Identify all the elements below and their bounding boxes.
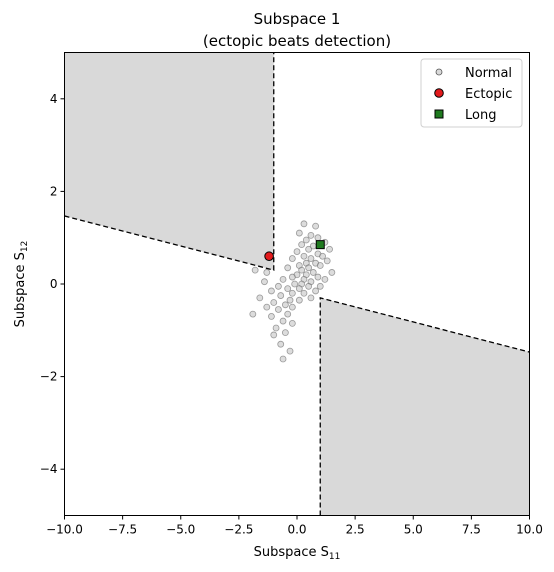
- legend-marker-normal: [435, 68, 443, 76]
- normal-point: [288, 255, 296, 262]
- legend: Normal Ectopic Long: [420, 58, 523, 128]
- normal-point: [281, 329, 289, 337]
- legend-label-normal: Normal: [465, 66, 512, 81]
- x-tick-label: −5.0: [166, 523, 195, 537]
- chart-subtitle: (ectopic beats detection): [203, 32, 391, 50]
- boundary-line-2: [319, 297, 530, 516]
- normal-point: [268, 287, 275, 295]
- x-tick-label: 7.5: [462, 523, 481, 537]
- normal-point: [309, 269, 317, 276]
- normal-point: [312, 222, 320, 230]
- normal-point: [284, 310, 292, 318]
- normal-point: [288, 319, 296, 327]
- x-axis-label: Subspace S11: [254, 545, 341, 562]
- normal-point: [279, 275, 287, 283]
- y-tick-label: 4: [50, 92, 58, 106]
- normal-point: [305, 282, 313, 290]
- normal-point: [270, 331, 278, 339]
- normal-point: [295, 285, 303, 293]
- boundary-line-1: [64, 52, 275, 271]
- normal-point: [312, 287, 320, 295]
- normal-point: [326, 245, 333, 253]
- ectopic-point: [264, 251, 274, 262]
- normal-point: [319, 252, 326, 260]
- shaded-region-1: [64, 52, 274, 271]
- y-tick-label: 0: [50, 277, 58, 291]
- normal-point: [323, 257, 331, 265]
- legend-marker-long: [434, 109, 444, 119]
- normal-point: [284, 285, 292, 293]
- normal-point: [272, 324, 280, 332]
- normal-point: [293, 248, 301, 255]
- normal-point: [256, 294, 264, 302]
- normal-point: [316, 282, 324, 290]
- y-axis-label: Subspace S12: [13, 241, 30, 328]
- normal-point: [286, 347, 294, 355]
- normal-point: [307, 294, 315, 302]
- normal-point: [305, 264, 313, 272]
- normal-point: [307, 231, 315, 239]
- normal-point: [328, 269, 336, 276]
- normal-point: [305, 245, 313, 253]
- normal-point: [288, 303, 296, 311]
- normal-point: [279, 317, 287, 325]
- normal-point: [295, 296, 303, 304]
- normal-point: [298, 266, 306, 274]
- normal-point: [300, 289, 308, 297]
- shaded-regions: [64, 52, 530, 516]
- normal-point: [251, 266, 259, 274]
- y-tick-label: −4: [40, 462, 58, 476]
- x-tick-label: −7.5: [108, 523, 137, 537]
- y-tick-label: 2: [50, 184, 58, 198]
- x-tick-label: 10.0: [516, 523, 543, 537]
- y-ticks: 4 2 0 −2 −4: [40, 92, 65, 476]
- normal-point: [314, 234, 322, 242]
- x-tick-label: 5.0: [404, 523, 423, 537]
- x-tick-label: 2.5: [346, 523, 365, 537]
- normal-point: [263, 303, 271, 311]
- normal-point: [270, 299, 278, 306]
- x-tick-label: −10.0: [46, 523, 83, 537]
- normal-point: [281, 301, 289, 309]
- normal-point: [295, 229, 303, 237]
- normal-point: [298, 241, 306, 249]
- normal-point: [263, 269, 271, 276]
- normal-point: [274, 306, 282, 313]
- normal-point: [277, 340, 285, 348]
- legend-box: [420, 58, 523, 128]
- normal-point: [277, 292, 285, 299]
- shaded-region-2: [320, 297, 530, 516]
- normal-point: [288, 289, 296, 297]
- normal-point: [249, 310, 257, 318]
- normal-point: [274, 282, 282, 290]
- normal-point: [300, 220, 308, 228]
- normal-point: [307, 255, 315, 262]
- normal-point: [284, 264, 292, 272]
- normal-point: [321, 275, 329, 283]
- normal-point: [302, 236, 310, 244]
- x-tick-label: 0.0: [287, 523, 306, 537]
- normal-point: [288, 273, 296, 281]
- x-tick-label: −2.5: [224, 523, 253, 537]
- normal-point: [316, 262, 324, 269]
- normal-point: [279, 355, 287, 363]
- normal-point: [268, 313, 275, 320]
- legend-label-long: Long: [465, 108, 496, 123]
- normal-point: [286, 296, 294, 304]
- data-points: [249, 220, 336, 363]
- normal-point: [261, 278, 268, 286]
- decision-boundaries: [64, 52, 530, 516]
- x-ticks: −10.0 −7.5 −5.0 −2.5 0.0 2.5 5.0 7.5 10.0: [46, 515, 543, 537]
- normal-point: [291, 280, 299, 288]
- y-tick-label: −2: [40, 370, 58, 384]
- normal-point: [314, 273, 322, 281]
- legend-marker-ectopic: [434, 88, 444, 98]
- long-point: [315, 240, 325, 250]
- chart-title: Subspace 1: [254, 10, 341, 28]
- normal-point: [300, 252, 308, 260]
- legend-label-ectopic: Ectopic: [465, 87, 512, 102]
